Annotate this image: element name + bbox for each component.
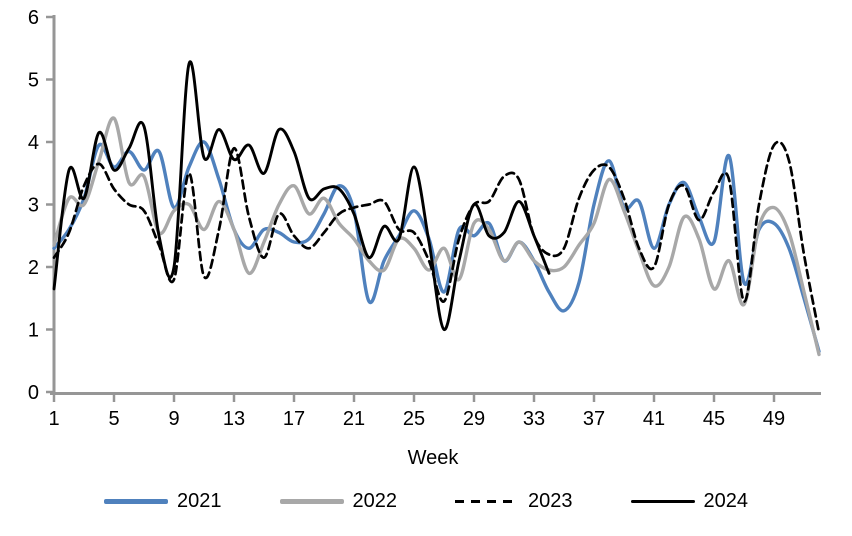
- legend-label-2021: 2021: [177, 490, 222, 512]
- chart-legend: 2021 2022 2023 2024: [0, 490, 852, 513]
- legend-line-2021: [104, 499, 168, 504]
- x-axis-tick-label: 37: [583, 408, 605, 430]
- series-line-2024: [52, 60, 551, 331]
- x-axis-title: Week: [407, 447, 459, 469]
- y-axis-tick-label: 2: [28, 257, 39, 279]
- legend-label-2022: 2022: [352, 490, 398, 512]
- legend-line-2024: [630, 500, 695, 503]
- y-axis-tick-label: 0: [28, 382, 39, 404]
- x-axis-tick-label: 45: [703, 408, 725, 430]
- legend-label-2024: 2024: [703, 490, 749, 512]
- x-axis-tick-label: 1: [48, 408, 59, 430]
- legend-item-2021: 2021: [104, 490, 222, 513]
- y-axis-tick-label: 1: [28, 320, 39, 342]
- series-line-2021: [52, 140, 821, 354]
- x-axis-tick-label: 21: [343, 408, 365, 430]
- legend-item-2024: 2024: [630, 490, 749, 513]
- y-axis-tick-label: 6: [28, 7, 39, 29]
- x-axis-tick-label: 13: [223, 408, 245, 430]
- x-axis-tick-label: 25: [403, 408, 425, 430]
- legend-label-2023: 2023: [528, 490, 573, 512]
- y-axis-tick-label: 5: [28, 70, 39, 92]
- x-axis-tick-label: 41: [643, 408, 665, 430]
- legend-line-2022: [279, 499, 344, 504]
- y-axis-tick-label: 4: [28, 132, 39, 154]
- x-axis-tick-label: 29: [463, 408, 485, 430]
- series-line-2022: [52, 116, 821, 357]
- x-axis-tick-label: 49: [763, 408, 785, 430]
- series-line-2023: [52, 140, 821, 334]
- x-axis-tick-label: 17: [283, 408, 305, 430]
- y-axis-tick-label: 3: [28, 195, 39, 217]
- x-axis-tick-label: 9: [168, 408, 179, 430]
- legend-item-2023: 2023: [455, 490, 573, 513]
- legend-item-2022: 2022: [279, 490, 398, 513]
- x-axis-tick-label: 5: [108, 408, 119, 430]
- legend-line-2023: [455, 500, 519, 503]
- x-axis-tick-label: 33: [523, 408, 545, 430]
